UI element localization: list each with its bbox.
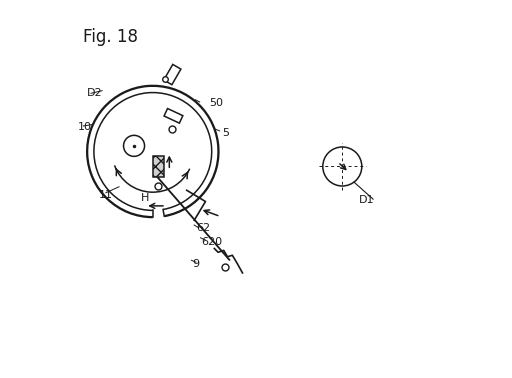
- Text: 50: 50: [209, 98, 223, 108]
- Text: D2: D2: [87, 88, 102, 98]
- Text: D1: D1: [359, 195, 375, 205]
- Text: 620: 620: [202, 237, 223, 246]
- Text: 5: 5: [222, 128, 229, 138]
- Text: 62: 62: [196, 223, 210, 233]
- Text: 11: 11: [98, 190, 113, 200]
- Text: H: H: [140, 194, 149, 203]
- Bar: [164, 108, 183, 123]
- Bar: [153, 156, 164, 177]
- Text: 10: 10: [78, 122, 92, 132]
- Text: 9: 9: [192, 259, 199, 269]
- Bar: [164, 64, 181, 85]
- Text: Fig. 18: Fig. 18: [83, 28, 138, 46]
